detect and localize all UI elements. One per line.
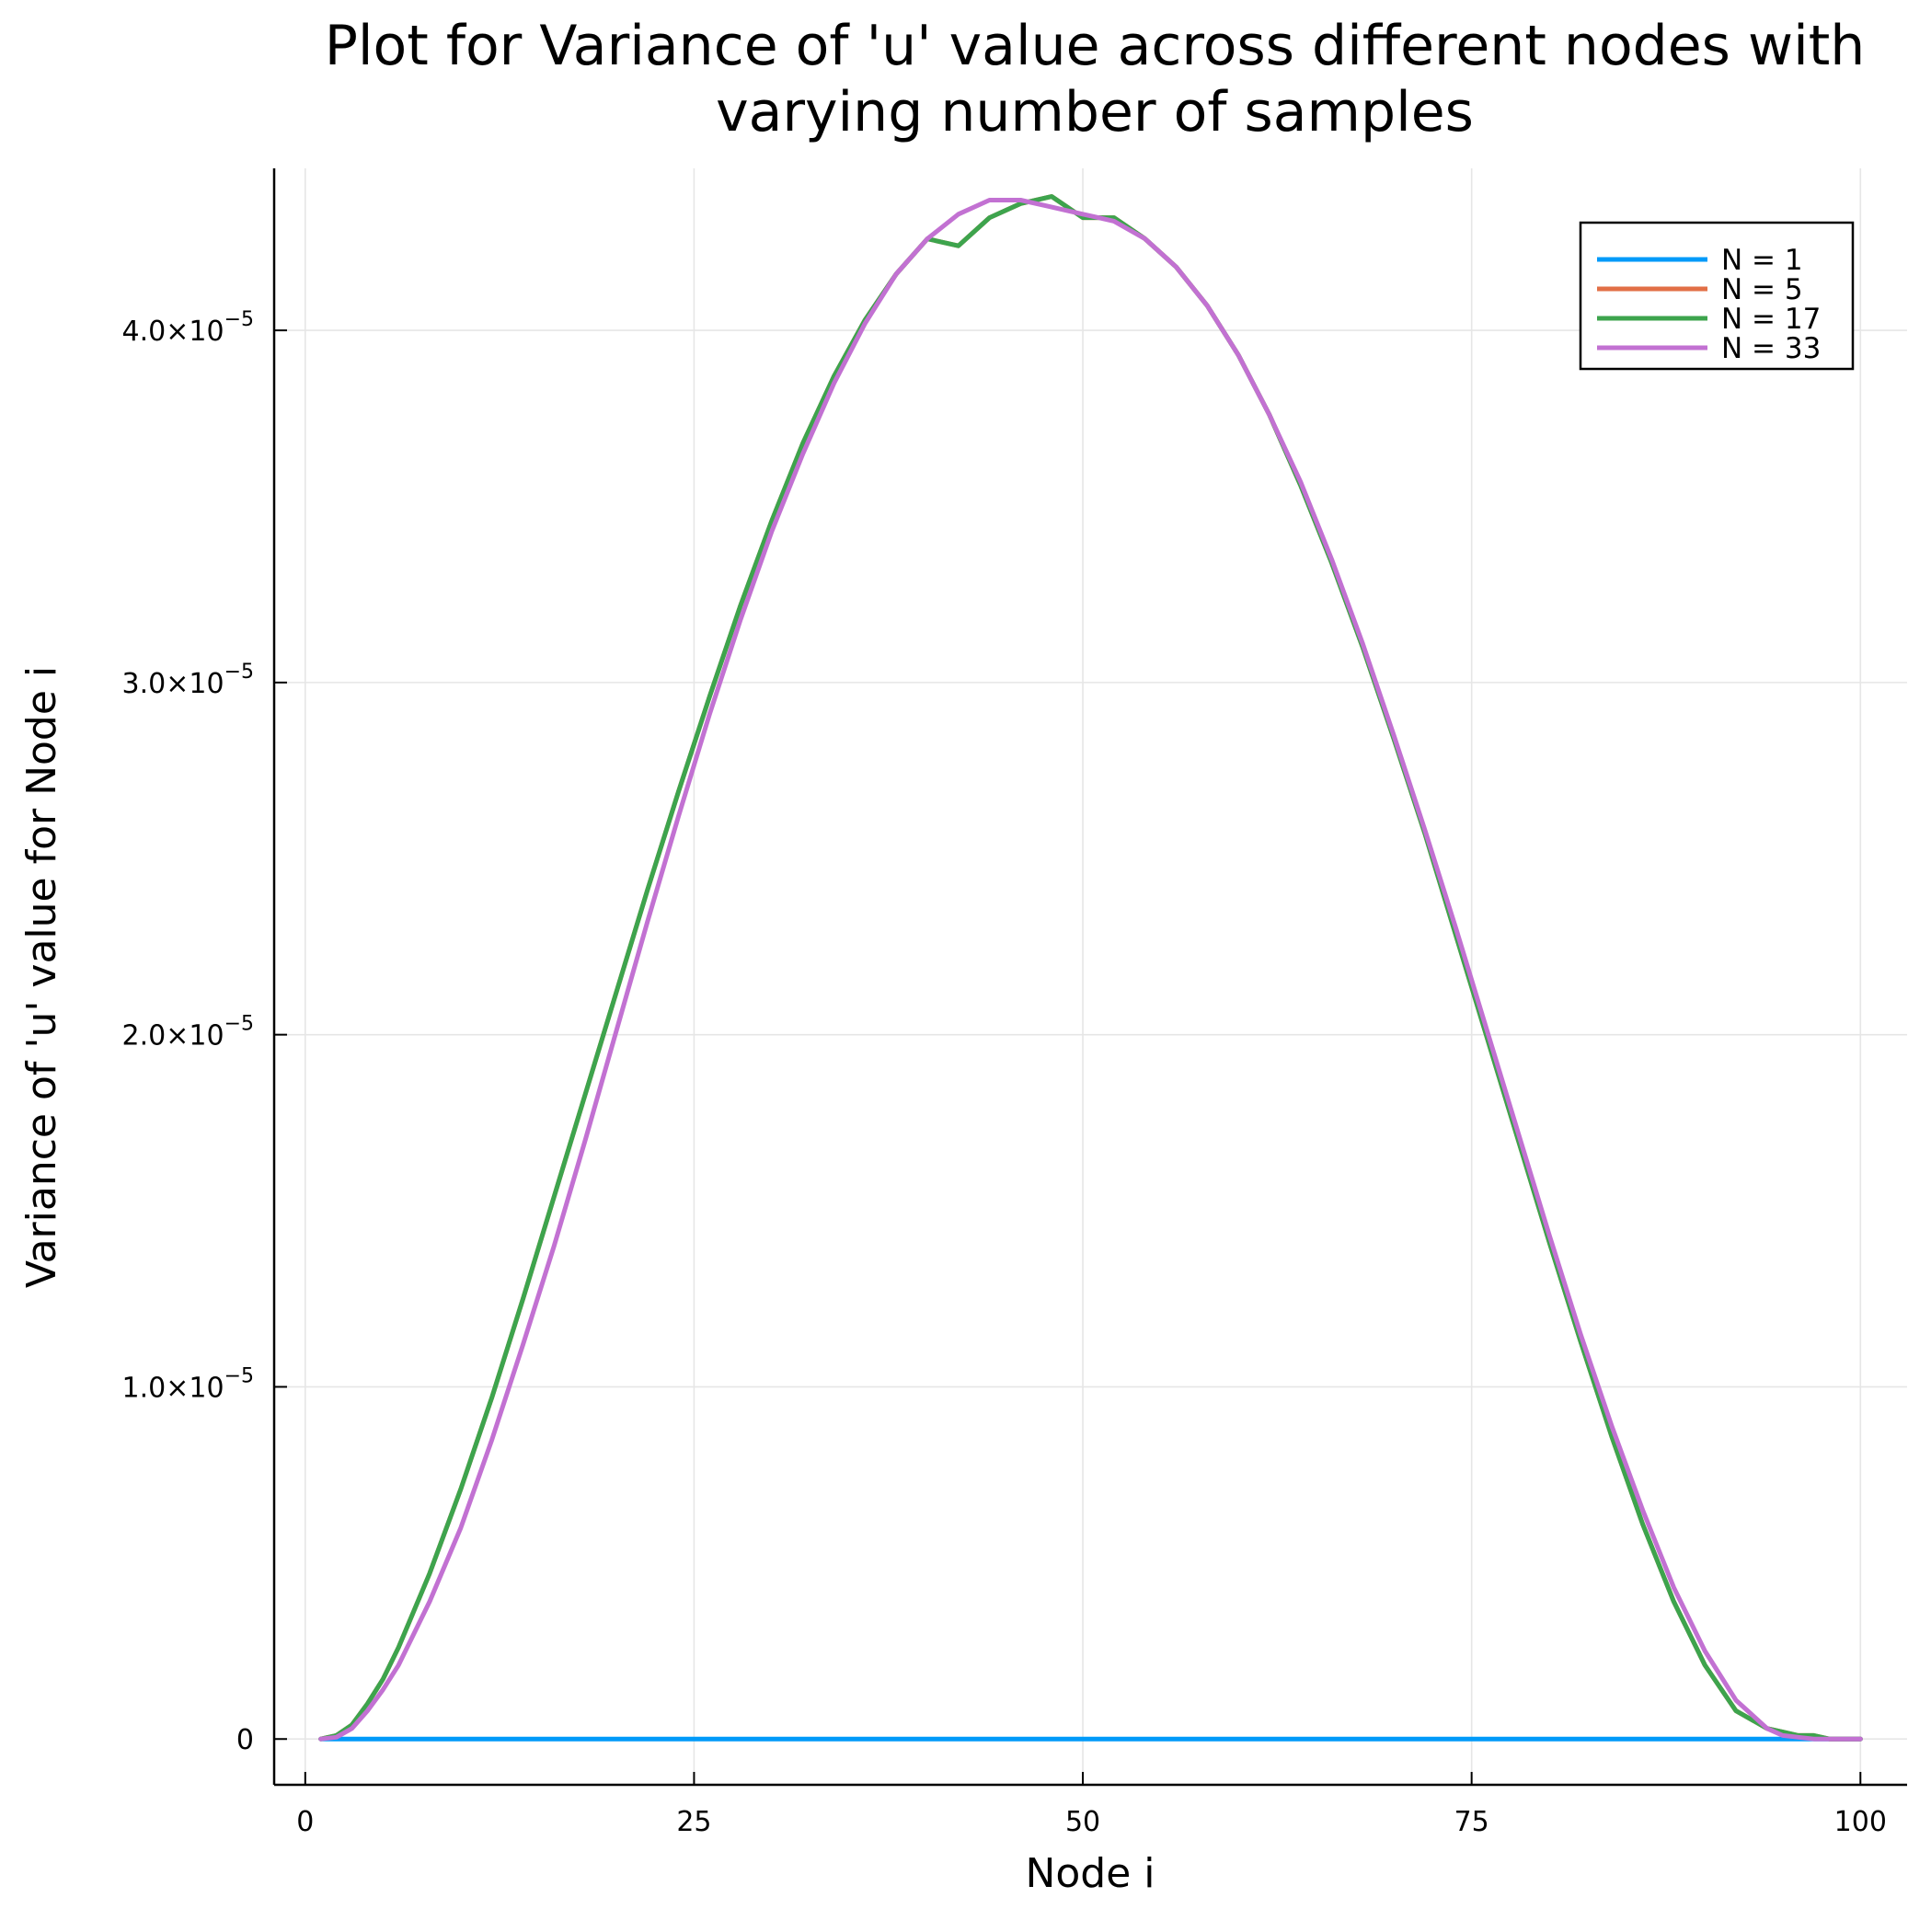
x-tick-label: 50 — [1065, 1806, 1100, 1838]
series-line-3 — [318, 194, 1863, 1742]
chart-title: Plot for Variance of 'u' value across di… — [267, 13, 1923, 145]
legend-label: N = 17 — [1721, 303, 1821, 336]
y-axis-label: Variance of 'u' value for Node i — [18, 666, 65, 1288]
y-tick-mantissa: 3.0×10 — [122, 668, 224, 700]
y-tick-mantissa: 1.0×10 — [122, 1372, 224, 1404]
y-tick-exponent: −5 — [224, 1364, 254, 1387]
y-tick-label: 1.0×10−5 — [122, 1364, 254, 1404]
legend-label: N = 5 — [1721, 273, 1803, 306]
y-tick-label: 3.0×10−5 — [122, 661, 254, 700]
grid — [274, 168, 1907, 1785]
x-tick-label: 25 — [676, 1806, 711, 1838]
y-tick-exponent: −5 — [224, 308, 254, 331]
y-tick-label: 2.0×10−5 — [122, 1013, 254, 1052]
x-tick-label: 100 — [1834, 1806, 1887, 1838]
legend: N = 1N = 5N = 17N = 33 — [1579, 221, 1855, 371]
series-lines — [318, 194, 1863, 1742]
tick-labels: 0 25 50 75 10001.0×10−52.0×10−53.0×10−54.0×1… — [122, 308, 1887, 1838]
y-tick-label: 4.0×10−5 — [122, 308, 254, 348]
y-tick-mantissa: 2.0×10 — [122, 1020, 224, 1052]
legend-label: N = 1 — [1721, 244, 1803, 277]
y-tick-exponent: −5 — [224, 1013, 254, 1036]
y-tick-mantissa: 0 — [236, 1724, 254, 1756]
x-tick-label: 0 — [296, 1806, 314, 1838]
y-tick-label: 0 — [236, 1724, 254, 1756]
series-line-2 — [318, 194, 1863, 1742]
x-tick-label: 75 — [1454, 1806, 1489, 1838]
y-tick-mantissa: 4.0×10 — [122, 316, 224, 348]
chart-title-line-2: varying number of samples — [716, 80, 1474, 144]
y-tick-exponent: −5 — [224, 661, 254, 684]
legend-label: N = 33 — [1721, 332, 1821, 365]
x-axis-label: Node i — [1025, 1850, 1155, 1897]
legend-box — [1579, 221, 1855, 371]
series-line-4 — [318, 198, 1863, 1742]
chart-title-line-1: Plot for Variance of 'u' value across di… — [324, 14, 1866, 78]
axes — [272, 168, 1907, 1787]
